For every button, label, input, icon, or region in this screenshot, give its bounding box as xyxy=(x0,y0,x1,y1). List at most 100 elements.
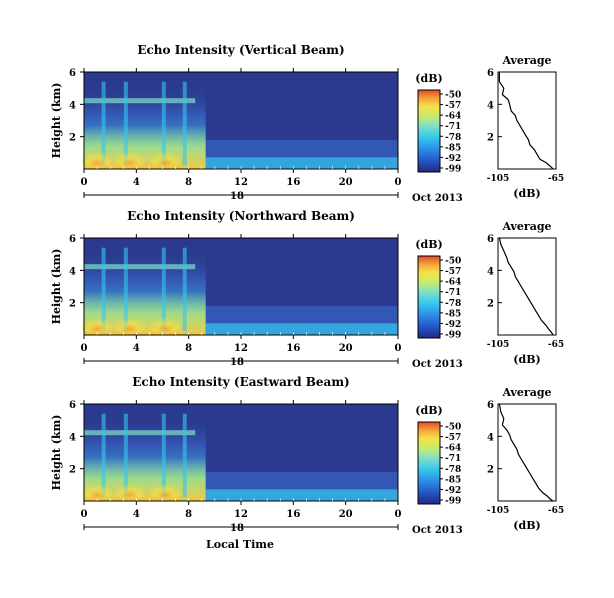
x-tick-label: 12 xyxy=(234,343,248,354)
heatmap-bottom-strip xyxy=(84,497,202,501)
heatmap-surface-peak xyxy=(113,149,146,170)
heatmap-night-surface xyxy=(205,489,398,501)
heatmap-streak xyxy=(123,413,128,501)
average-frame xyxy=(497,237,557,336)
colorbar-unit: (dB) xyxy=(415,238,442,251)
day-label: 18 xyxy=(230,357,244,368)
heatmap-surface-peak xyxy=(149,315,182,336)
colorbar-tick-label: -71 xyxy=(445,288,461,298)
avg-y-tick-label: 6 xyxy=(487,68,494,79)
colorbar-tick-label: -92 xyxy=(445,486,461,496)
x-tick-label: 8 xyxy=(185,177,192,188)
colorbar-tick-label: -50 xyxy=(445,91,461,101)
colorbar xyxy=(417,255,441,339)
y-tick-label: 2 xyxy=(69,299,76,310)
colorbar-tick-label: -64 xyxy=(445,278,461,288)
heatmap-streak xyxy=(101,413,106,501)
average-title: Average xyxy=(501,220,551,233)
colorbar-tick-label: -99 xyxy=(445,331,461,341)
average-profile-line xyxy=(498,403,554,502)
x-tick-label: 16 xyxy=(286,177,300,188)
avg-y-tick-label: 6 xyxy=(487,234,494,245)
x-tick-label: 0 xyxy=(395,343,402,354)
date-label: Oct 2013 xyxy=(412,525,463,536)
y-tick-label: 6 xyxy=(69,68,76,79)
heatmap-streak xyxy=(161,81,166,169)
avg-y-tick-label: 4 xyxy=(487,100,494,111)
panel-title: Echo Intensity (Northward Beam) xyxy=(127,209,355,223)
avg-x-tick-label: -105 xyxy=(487,174,510,184)
y-tick-label: 4 xyxy=(69,266,76,277)
average-title: Average xyxy=(501,54,551,67)
heatmap-surface-peak xyxy=(113,315,146,336)
x-axis-title: Local Time xyxy=(206,538,274,551)
heatmap-night-surface xyxy=(205,157,398,169)
avg-y-tick-label: 2 xyxy=(487,133,494,144)
avg-x-tick-label: -65 xyxy=(548,506,564,516)
colorbar-tick-label: -50 xyxy=(445,257,461,267)
colorbar-tick-label: -57 xyxy=(445,267,461,277)
y-tick-label: 4 xyxy=(69,100,76,111)
heatmap-panel: Echo Intensity (Northward Beam)0 4 8 12 16 20… xyxy=(50,209,463,370)
colorbar-unit: (dB) xyxy=(415,72,442,85)
avg-x-tick-label: -65 xyxy=(548,340,564,350)
day-label: 18 xyxy=(230,191,244,202)
x-tick-label: 16 xyxy=(286,343,300,354)
avg-x-tick-label: -105 xyxy=(487,506,510,516)
colorbar-tick-label: -50 xyxy=(445,423,461,433)
colorbar-tick-label: -92 xyxy=(445,154,461,164)
avg-y-tick-label: 4 xyxy=(487,432,494,443)
avg-x-label: (dB) xyxy=(513,353,540,366)
heatmap-streak xyxy=(161,413,166,501)
colorbar-tick-label: -71 xyxy=(445,122,461,132)
colorbar-tick-label: -85 xyxy=(445,143,461,153)
heatmap-streak xyxy=(182,413,187,501)
heatmap-streak xyxy=(123,81,128,169)
x-tick-label: 0 xyxy=(81,509,88,520)
heatmap-surface-peak xyxy=(81,315,114,336)
heatmap-panel: Echo Intensity (Eastward Beam) 0 4 8 12 16 20 0… xyxy=(50,375,463,536)
panel-title: Echo Intensity (Vertical Beam) xyxy=(137,43,344,57)
x-tick-label: 12 xyxy=(234,177,248,188)
day-label: 18 xyxy=(230,523,244,534)
x-tick-label: 0 xyxy=(81,177,88,188)
avg-y-tick-label: 4 xyxy=(487,266,494,277)
avg-x-label: (dB) xyxy=(513,519,540,532)
heatmap-streak xyxy=(123,247,128,335)
colorbar-tick-label: -99 xyxy=(445,165,461,175)
heatmap-layer-top xyxy=(84,98,196,104)
y-tick-label: 4 xyxy=(69,432,76,443)
heatmap-night-surface xyxy=(205,323,398,335)
average-panel: Average 6 4 2 -105 -65 (dB) xyxy=(487,386,564,532)
x-tick-label: 20 xyxy=(339,343,353,354)
average-panel: Average 6 4 2 -105 -65 (dB) xyxy=(487,54,564,200)
x-tick-label: 20 xyxy=(339,509,353,520)
colorbar-tick-label: -64 xyxy=(445,112,461,122)
y-tick-label: 6 xyxy=(69,234,76,245)
colorbar-tick-label: -71 xyxy=(445,454,461,464)
colorbar-tick-label: -57 xyxy=(445,101,461,111)
colorbar-tick-label: -85 xyxy=(445,475,461,485)
average-frame xyxy=(497,403,557,502)
x-tick-label: 0 xyxy=(395,509,402,520)
avg-y-tick-label: 2 xyxy=(487,465,494,476)
colorbar xyxy=(417,421,441,505)
x-tick-label: 16 xyxy=(286,509,300,520)
heatmap-bottom-strip xyxy=(84,165,202,169)
y-axis-title: Height (km) xyxy=(50,249,63,325)
avg-x-tick-label: -105 xyxy=(487,340,510,350)
x-tick-label: 0 xyxy=(395,177,402,188)
y-tick-label: 2 xyxy=(69,133,76,144)
x-tick-label: 20 xyxy=(339,177,353,188)
x-tick-label: 4 xyxy=(133,343,140,354)
avg-x-label: (dB) xyxy=(513,187,540,200)
heatmap-surface-peak xyxy=(149,149,182,170)
heatmap-streak xyxy=(161,247,166,335)
colorbar-tick-label: -92 xyxy=(445,320,461,330)
colorbar-tick-label: -64 xyxy=(445,444,461,454)
heatmap-surface-peak xyxy=(81,481,114,502)
heatmap-streak xyxy=(182,247,187,335)
x-tick-label: 8 xyxy=(185,509,192,520)
x-tick-label: 12 xyxy=(234,509,248,520)
